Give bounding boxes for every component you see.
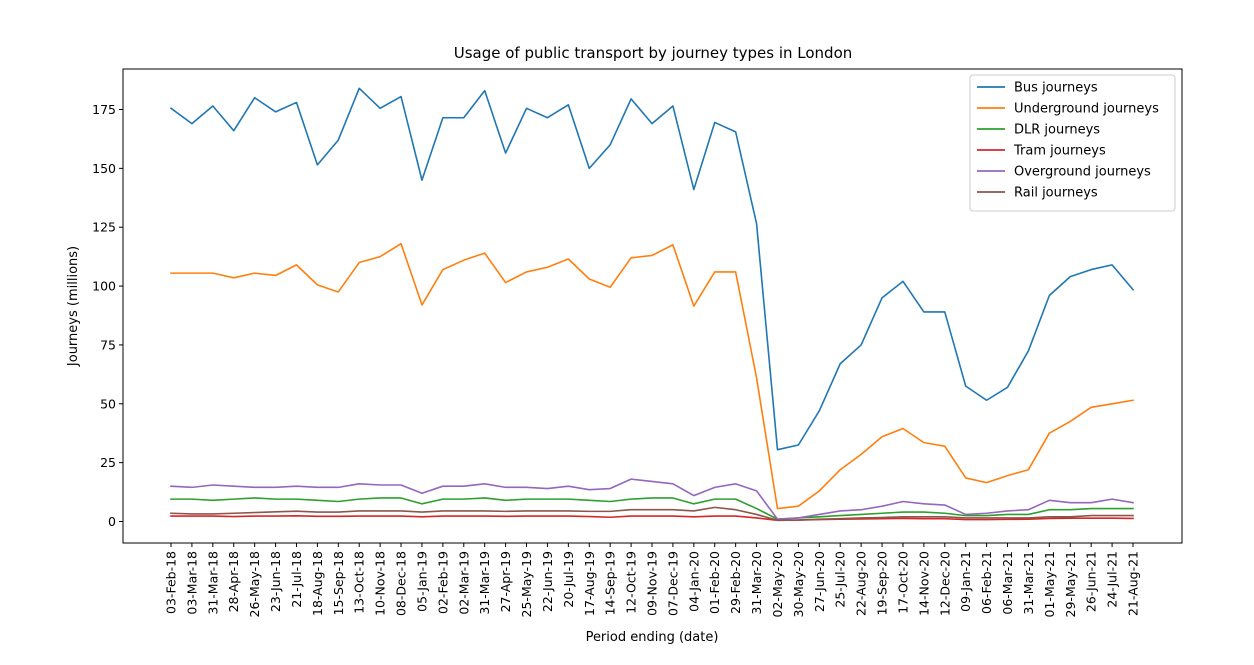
y-tick-label: 125 bbox=[92, 220, 116, 235]
x-tick-label: 31-Mar-18 bbox=[205, 551, 220, 615]
x-tick-label: 24-Jul-21 bbox=[1105, 551, 1120, 608]
legend-box bbox=[969, 74, 1176, 212]
x-tick-label: 27-Jun-20 bbox=[812, 551, 827, 612]
x-tick-label: 13-Oct-18 bbox=[352, 551, 367, 614]
x-tick-label: 04-Jan-20 bbox=[686, 551, 701, 612]
x-tick-label: 09-Nov-19 bbox=[645, 551, 660, 616]
x-tick-label: 28-Apr-18 bbox=[226, 551, 241, 612]
x-tick-label: 03-Feb-18 bbox=[164, 551, 179, 614]
x-tick-label: 30-May-20 bbox=[791, 551, 806, 618]
x-tick-label: 19-Sep-20 bbox=[875, 551, 890, 615]
y-tick-label: 50 bbox=[100, 396, 116, 411]
x-tick-label: 21-Jul-18 bbox=[289, 551, 304, 608]
legend-label: Bus journeys bbox=[1014, 81, 1098, 96]
x-tick-label: 22-Aug-20 bbox=[854, 551, 869, 616]
x-tick-label: 02-Mar-19 bbox=[456, 551, 471, 615]
x-tick-label: 03-Mar-18 bbox=[184, 551, 199, 615]
x-tick-label: 14-Sep-19 bbox=[603, 551, 618, 615]
x-tick-label: 12-Dec-20 bbox=[937, 551, 952, 616]
x-tick-label: 31-Mar-19 bbox=[477, 551, 492, 615]
legend: Bus journeys Underground journeys DLR jour… bbox=[969, 74, 1176, 212]
x-tick-label: 17-Aug-19 bbox=[582, 551, 597, 616]
x-tick-label: 21-Aug-21 bbox=[1126, 551, 1141, 616]
y-tick-label: 175 bbox=[92, 102, 116, 117]
x-tick-label: 29-Feb-20 bbox=[728, 551, 743, 614]
x-tick-label: 01-May-21 bbox=[1042, 551, 1057, 617]
x-tick-label: 20-Jul-19 bbox=[561, 551, 576, 608]
series-line-rail-journeys bbox=[170, 506, 1134, 522]
x-tick-label: 02-Feb-19 bbox=[435, 551, 450, 614]
x-tick-label: 02-May-20 bbox=[770, 551, 785, 618]
x-tick-label: 26-Jun-21 bbox=[1084, 551, 1099, 612]
series-line-bus-journeys bbox=[169, 87, 1135, 451]
chart-title: Usage of public transport by journey typ… bbox=[454, 44, 853, 62]
legend-label: DLR journeys bbox=[1014, 123, 1100, 138]
x-tick-label: 25-May-19 bbox=[519, 551, 534, 618]
x-axis-label: Period ending (date) bbox=[586, 630, 719, 645]
x-tick-label: 14-Nov-20 bbox=[916, 551, 931, 616]
y-tick-label: 100 bbox=[92, 279, 116, 294]
legend-label: Tram journeys bbox=[1013, 144, 1106, 159]
series-line-overground-journeys bbox=[170, 478, 1134, 520]
x-tick-label: 05-Jan-19 bbox=[414, 551, 429, 612]
series-line-dlr-journeys bbox=[170, 497, 1134, 520]
x-tick-label: 12-Oct-19 bbox=[624, 551, 639, 614]
x-tick-label: 23-Jun-18 bbox=[268, 551, 283, 612]
series-line-tram-journeys bbox=[170, 515, 1134, 522]
y-tick-label: 25 bbox=[100, 455, 116, 470]
x-tick-label: 25-Jul-20 bbox=[833, 551, 848, 608]
y-tick-label: 150 bbox=[92, 161, 116, 176]
x-tick-label: 07-Dec-19 bbox=[665, 551, 680, 616]
x-tick-label: 22-Jun-19 bbox=[540, 551, 555, 612]
x-tick-label: 17-Oct-20 bbox=[895, 551, 910, 614]
y-tick-label: 75 bbox=[100, 337, 116, 352]
x-tick-label: 06-Feb-21 bbox=[979, 551, 994, 614]
x-tick-label: 29-May-21 bbox=[1063, 551, 1078, 617]
series-line-underground-journeys bbox=[170, 242, 1134, 510]
legend-label: Rail journeys bbox=[1014, 186, 1098, 201]
x-tick-label: 31-Mar-20 bbox=[749, 551, 764, 615]
x-tick-label: 06-Mar-21 bbox=[1000, 551, 1015, 615]
x-tick-label: 01-Feb-20 bbox=[707, 551, 722, 614]
x-tick-label: 08-Dec-18 bbox=[394, 551, 409, 616]
x-tick-label: 27-Apr-19 bbox=[498, 551, 513, 612]
y-tick-label: 0 bbox=[108, 514, 116, 529]
y-axis: 0 25 50 75 100 125 150 175 bbox=[92, 102, 123, 529]
x-tick-label: 10-Nov-18 bbox=[373, 551, 388, 616]
x-tick-label: 26-May-18 bbox=[247, 551, 262, 618]
x-tick-label: 18-Aug-18 bbox=[310, 551, 325, 616]
legend-label: Overground journeys bbox=[1014, 165, 1151, 180]
x-tick-label: 31-Mar-21 bbox=[1021, 551, 1036, 615]
y-axis-label: Journeys (millions) bbox=[66, 246, 81, 367]
x-axis: 03-Feb-18 03-Mar-18 31-Mar-18 28-Apr-18 26-M… bbox=[164, 543, 1141, 617]
x-tick-label: 15-Sep-18 bbox=[331, 551, 346, 615]
x-tick-label: 09-Jan-21 bbox=[958, 551, 973, 612]
legend-label: Underground journeys bbox=[1014, 102, 1159, 117]
plot-area bbox=[169, 87, 1135, 522]
